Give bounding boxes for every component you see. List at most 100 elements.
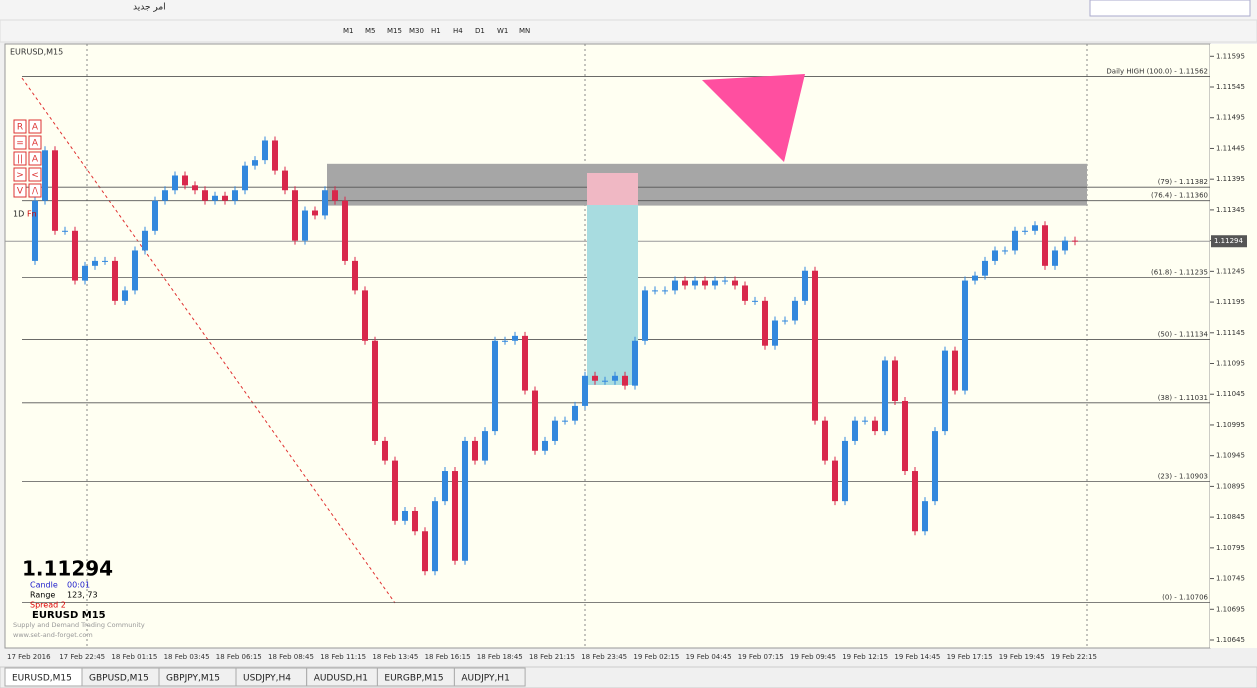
timeframe-button[interactable]: M1 <box>343 27 354 35</box>
tool-button-box[interactable] <box>13 167 27 182</box>
time-label: 17 Feb 2016 <box>7 653 51 661</box>
tool-button-box[interactable] <box>28 167 42 182</box>
info-pair: EURUSD M15 <box>32 610 106 621</box>
supply-zone <box>327 163 1087 206</box>
candle-body <box>922 501 928 532</box>
candle-body <box>432 501 438 572</box>
candle-body <box>882 360 888 432</box>
tool-button-box[interactable] <box>28 119 42 134</box>
tab-label[interactable]: AUDUSD,H1 <box>314 674 368 684</box>
candle-body <box>782 320 788 322</box>
time-label: 18 Feb 18:45 <box>477 653 523 661</box>
timeframe-button[interactable]: M5 <box>365 27 376 35</box>
y-tick-label: 1.11545 <box>1216 83 1245 91</box>
candle-body <box>582 375 588 406</box>
time-label: 18 Feb 08:45 <box>268 653 314 661</box>
candle-body <box>282 170 288 191</box>
y-tick-label: 1.11495 <box>1216 114 1245 122</box>
tool-button-box[interactable] <box>13 119 27 134</box>
candle-body <box>652 290 658 292</box>
tool-button[interactable]: Fn <box>27 210 37 219</box>
time-label: 18 Feb 13:45 <box>372 653 418 661</box>
candle-body <box>852 420 858 441</box>
timeframe-button[interactable]: W1 <box>497 27 508 35</box>
candle-body <box>252 160 258 166</box>
tool-button-box[interactable] <box>28 151 42 166</box>
tool-button[interactable]: V <box>17 187 24 197</box>
candle-body <box>302 210 308 241</box>
time-label: 19 Feb 22:15 <box>1051 653 1097 661</box>
tool-button[interactable]: A <box>32 155 39 165</box>
candle-body <box>372 340 378 441</box>
time-label: 18 Feb 06:15 <box>216 653 262 661</box>
timeframe-button[interactable]: D1 <box>475 27 485 35</box>
candle-body <box>802 270 808 301</box>
candle-body <box>1072 240 1078 242</box>
candle-body <box>32 200 38 261</box>
tool-button-box[interactable] <box>13 135 27 150</box>
time-label: 18 Feb 23:45 <box>581 653 627 661</box>
tool-button[interactable]: /\ <box>32 187 39 197</box>
candle-body <box>942 350 948 432</box>
candle-body <box>482 431 488 461</box>
tool-button-box[interactable] <box>28 135 42 150</box>
tool-button-box[interactable] <box>13 183 27 198</box>
candle-body <box>322 190 328 216</box>
tab-label[interactable]: AUDJPY,H1 <box>461 674 509 684</box>
tool-button[interactable]: < <box>31 171 39 181</box>
time-label: 18 Feb 21:15 <box>529 653 575 661</box>
time-label: 18 Feb 16:15 <box>425 653 471 661</box>
tool-button[interactable]: R <box>17 123 23 133</box>
candle-body <box>132 250 138 291</box>
pink-box <box>587 173 638 205</box>
candle-body <box>672 280 678 291</box>
candle-body <box>82 265 88 281</box>
fib-label: (0) - 1.10706 <box>1162 594 1208 602</box>
tab-label[interactable]: EURGBP,M15 <box>384 674 443 684</box>
candle-body <box>332 190 338 201</box>
timeframe-button[interactable]: M15 <box>387 27 402 35</box>
fib-label: (61.8) - 1.11235 <box>1151 268 1208 276</box>
timeframe-button[interactable]: MN <box>519 27 530 35</box>
tab-label[interactable]: GBPUSD,M15 <box>89 674 149 684</box>
tool-button[interactable]: A <box>32 123 39 133</box>
timeframe-button[interactable]: M30 <box>409 27 424 35</box>
new-order[interactable]: امر جدید <box>133 3 166 13</box>
candle-body <box>1032 225 1038 231</box>
time-label: 18 Feb 01:15 <box>111 653 157 661</box>
timeframe-button[interactable]: H1 <box>431 27 441 35</box>
tool-button[interactable]: 1D <box>13 210 24 219</box>
candle-body <box>122 290 128 301</box>
y-tick-label: 1.10845 <box>1216 513 1245 521</box>
toolbar-1 <box>0 0 1257 20</box>
tool-button-box[interactable] <box>28 183 42 198</box>
search-box[interactable] <box>1089 0 1251 17</box>
candle-body <box>532 390 538 451</box>
time-label: 19 Feb 19:45 <box>999 653 1045 661</box>
candle-body <box>212 195 218 201</box>
tool-button-box[interactable] <box>13 151 27 166</box>
candle-body <box>422 531 428 572</box>
tab[interactable] <box>453 667 526 687</box>
candle-body <box>592 375 598 381</box>
y-tick-label: 1.11445 <box>1216 144 1245 152</box>
candle-body <box>142 230 148 251</box>
tab-label[interactable]: USDJPY,H4 <box>243 674 291 684</box>
tab-label[interactable]: EURUSD,M15 <box>12 674 72 684</box>
candle-body <box>572 405 578 421</box>
tool-button[interactable]: > <box>16 171 24 181</box>
candle-body <box>992 250 998 261</box>
tool-button[interactable]: || <box>17 155 23 165</box>
tool-button[interactable]: A <box>32 139 39 149</box>
candle-body <box>972 275 978 281</box>
info-site: www.set-and-forget.com <box>13 631 93 639</box>
tool-button[interactable]: = <box>16 139 24 149</box>
tab-label[interactable]: GBPJPY,M15 <box>166 674 220 684</box>
y-tick-label: 1.11245 <box>1216 267 1245 275</box>
candle-body <box>712 280 718 286</box>
candle-body <box>912 471 918 532</box>
timeframe-button[interactable]: H4 <box>453 27 463 35</box>
candle-body <box>642 290 648 341</box>
y-tick-label: 1.10995 <box>1216 421 1245 429</box>
